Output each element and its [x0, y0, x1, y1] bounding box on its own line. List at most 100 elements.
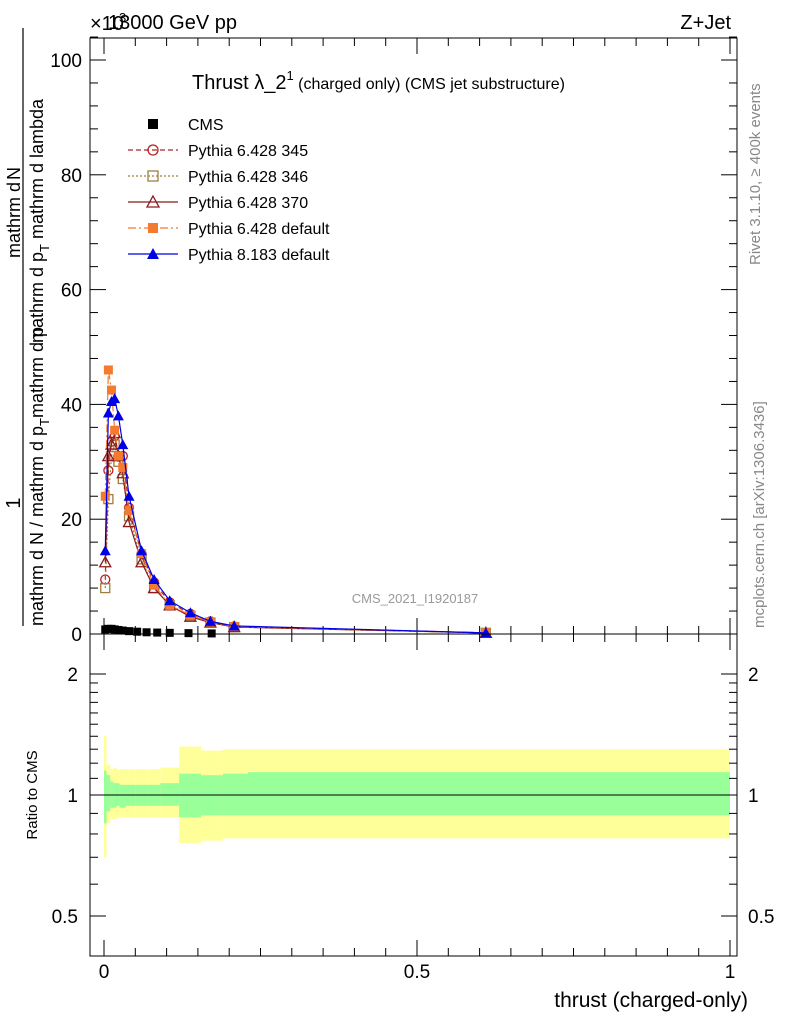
mcplots-label: mcplots.cern.ch [arXiv:1306.3436] [751, 401, 768, 628]
data-point-cms [125, 627, 134, 636]
data-point-p8def [136, 545, 148, 556]
main-ytick-label: 80 [61, 166, 82, 187]
ratio-ytick-label: 2 [67, 665, 78, 686]
ratio-xtick-label: 1 [725, 962, 736, 983]
data-point-p6def [107, 385, 117, 395]
data-point-p8def [184, 607, 196, 618]
legend-label: Pythia 6.428 default [188, 221, 330, 238]
ylabel-num-sub: T [37, 244, 52, 252]
plot-title: Thrust λ_21 (charged only) (CMS jet subs… [192, 68, 565, 94]
data-point-p6def [165, 600, 175, 610]
legend-marker [145, 194, 161, 208]
legend-entry-p370: Pythia 6.428 370 [128, 194, 308, 212]
data-point-p8def [123, 490, 135, 501]
main-ytick-label: 40 [61, 395, 82, 416]
main-series-layer [98, 365, 493, 639]
ylabel-num-part2: N [4, 167, 24, 180]
data-point-p370 [104, 437, 119, 450]
data-point-p6def [103, 365, 113, 375]
legend-label: CMS [188, 117, 224, 134]
main-y-axis-label: 1 mathrm d N / mathrm d pTmathrm d p mat… [3, 28, 52, 626]
ylabel-denominator: mathrm d N / mathrm d pTmathrm d p [27, 327, 52, 626]
ylabel-numerator: 1 [3, 497, 25, 508]
ratio-inner-band [116, 783, 120, 806]
ylabel-den-part1: mathrm d N / mathrm d p [27, 426, 47, 626]
ratio-bands [90, 736, 737, 858]
data-point-p370 [98, 555, 112, 568]
legend-label: Pythia 6.428 345 [188, 143, 308, 160]
data-point-cms [142, 628, 151, 637]
main-ytick-label: 100 [50, 51, 82, 72]
ratio-inner-band [160, 783, 180, 806]
data-point-p370 [116, 466, 130, 479]
data-point-cms [184, 629, 193, 638]
ratio-xtick-label: 0.5 [404, 962, 430, 983]
legend-marker [147, 170, 159, 182]
ylabel-num-part4: mathrm d lambda [27, 98, 47, 244]
ratio-inner-band [106, 775, 111, 812]
ratio-inner-band [119, 784, 126, 808]
data-point-p6def [100, 491, 110, 501]
data-point-p6def [124, 506, 134, 516]
legend-marker [147, 248, 159, 259]
data-point-p8def [117, 439, 129, 450]
series-cms [101, 624, 216, 638]
ylabel-inner: mathrm d pT mathrm d lambda [27, 98, 52, 343]
ratio-ytick-label: 0.5 [52, 907, 78, 928]
data-point-p6def [118, 463, 128, 473]
data-point-p8def [99, 545, 111, 556]
ratio-plot: 0.5 0.5 1 1 2 2 0 0.5 1 Ratio to CMS thrust (cha… [24, 633, 774, 1012]
legend-label: Pythia 6.428 370 [188, 195, 308, 212]
data-point-p8def [480, 627, 492, 638]
ylabel-den-sub: T [37, 418, 52, 426]
series-p345 [100, 430, 492, 639]
exponent-power: 3 [119, 10, 126, 25]
data-point-cms [114, 625, 123, 634]
plot-title-main: Thrust λ_2 [192, 72, 286, 94]
series-line-p6def [104, 369, 486, 634]
ylabel-numerator-top: mathrm d N [4, 167, 24, 258]
ratio-xtick-label: 0 [99, 962, 110, 983]
main-ytick-label: 60 [61, 281, 82, 302]
legend-entry-p345: Pythia 6.428 345 [128, 143, 308, 160]
ratio-ytick-label-right: 1 [748, 786, 759, 807]
data-point-p370 [101, 449, 115, 462]
data-point-cms [133, 627, 142, 636]
ratio-inner-band [247, 772, 731, 816]
ylabel-den-part2: mathrm d p [27, 327, 47, 418]
main-ytick-label: 0 [71, 625, 82, 646]
data-point-p6def [110, 425, 120, 435]
data-point-p8def [112, 410, 124, 421]
data-point-cms [153, 628, 162, 637]
exponent-label: ×10 [90, 13, 124, 35]
data-point-p8def [164, 595, 176, 606]
plot-title-suffix: (charged only) (CMS jet substructure) [294, 76, 565, 93]
legend-marker [147, 144, 159, 156]
ylabel-num-part1: mathrm d [4, 182, 24, 258]
watermark: CMS_2021_I1920187 [352, 591, 479, 606]
main-ytick-label: 20 [61, 510, 82, 531]
data-point-p8def [228, 620, 240, 631]
ratio-axis-ticks: 0.5 0.5 1 1 2 2 0 0.5 1 [52, 634, 774, 983]
data-point-cms [207, 629, 216, 638]
series-p346 [100, 439, 492, 639]
legend-entry-p6def: Pythia 6.428 default [128, 221, 330, 238]
ratio-ytick-label-right: 0.5 [748, 907, 774, 928]
legend-marker [148, 223, 158, 233]
data-point-p346 [100, 582, 111, 594]
rivet-label: Rivet 3.1.10, ≥ 400k events [747, 83, 764, 265]
data-point-p8def [148, 573, 160, 584]
data-point-p8def [204, 615, 216, 626]
ylabel-num-part3: mathrm d p [27, 252, 47, 343]
data-point-p6def [113, 451, 123, 461]
x-axis-label: thrust (charged-only) [554, 989, 748, 1012]
data-point-p8def [102, 407, 114, 418]
legend-entry-p346: Pythia 6.428 346 [128, 169, 308, 186]
ratio-ytick-label: 1 [67, 786, 78, 807]
legend-entry-p8def: Pythia 8.183 default [128, 247, 330, 264]
data-point-p8def [109, 393, 121, 404]
ratio-ytick-label-right: 2 [748, 665, 759, 686]
series-p8def [99, 393, 492, 638]
